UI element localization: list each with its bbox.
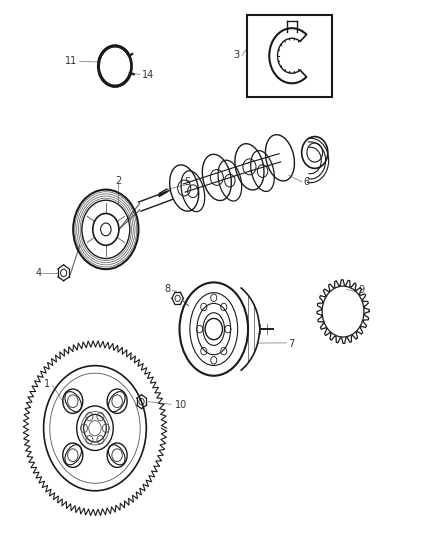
Text: 5: 5 bbox=[184, 176, 191, 187]
Text: 1: 1 bbox=[44, 379, 50, 389]
Text: 4: 4 bbox=[35, 268, 42, 278]
Text: 7: 7 bbox=[289, 340, 295, 350]
Text: 2: 2 bbox=[115, 175, 121, 185]
Text: 10: 10 bbox=[175, 400, 187, 410]
Bar bbox=[247, 14, 332, 97]
Text: 14: 14 bbox=[142, 70, 154, 79]
Text: 3: 3 bbox=[234, 51, 240, 60]
Text: 11: 11 bbox=[65, 56, 78, 66]
Text: 6: 6 bbox=[304, 176, 310, 187]
Text: 8: 8 bbox=[164, 284, 170, 294]
Text: 9: 9 bbox=[358, 285, 364, 295]
